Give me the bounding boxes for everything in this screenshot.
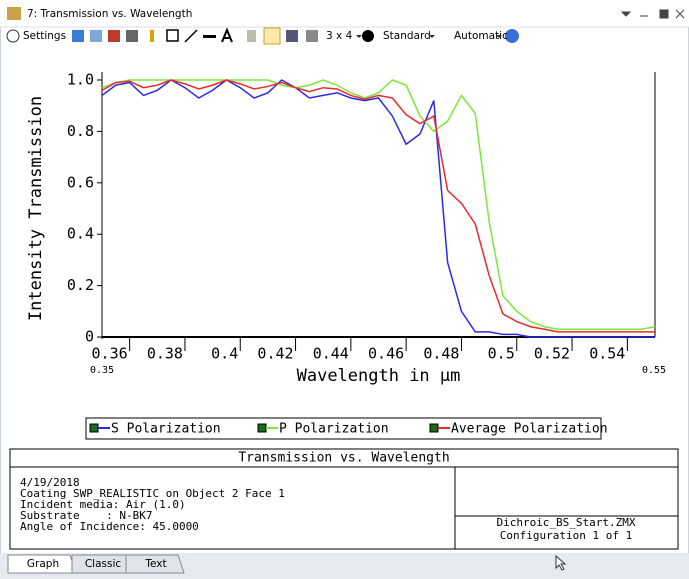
x-tick-label: 0.44 — [313, 345, 349, 363]
x-axis-label: Wavelength in µm — [297, 366, 461, 386]
settings-icon[interactable] — [6, 29, 20, 43]
style-dropdown[interactable]: Standard — [383, 30, 431, 42]
info-config: Configuration 1 of 1 — [500, 529, 632, 542]
info-line: Incident media: Air (1.0) — [20, 498, 186, 511]
window-controls[interactable] — [620, 9, 685, 19]
x-tick-label: 0.48 — [423, 345, 459, 363]
window-title: 7: Transmission vs. Wavelength — [27, 8, 192, 20]
info-file: Dichroic_BS_Start.ZMX — [496, 516, 635, 529]
cursor — [555, 554, 567, 571]
tab-label[interactable]: Classic — [85, 558, 122, 570]
toolbar-icons[interactable] — [72, 27, 519, 45]
x-max-label: 0.55 — [642, 365, 666, 376]
info-line: 4/19/2018 — [20, 476, 80, 489]
legend-label: Average Polarization — [451, 422, 608, 437]
y-axis-label: Intensity Transmission — [26, 96, 46, 321]
y-tick-label: 0 — [85, 328, 94, 346]
legend-marker — [429, 423, 439, 433]
x-tick-label: 0.38 — [147, 345, 183, 363]
x-min-label: 0.35 — [90, 365, 114, 376]
settings-button[interactable]: Settings — [23, 30, 66, 42]
legend-label: S Polarization — [111, 422, 221, 437]
info-line: Coating SWP_REALISTIC on Object 2 Face 1 — [20, 487, 285, 500]
info-box — [9, 448, 679, 550]
title-bar — [0, 0, 689, 27]
y-tick-label: 1.0 — [67, 71, 94, 89]
legend-label: P Polarization — [279, 422, 389, 437]
x-tick-label: 0.42 — [257, 345, 293, 363]
series-line — [101, 79, 656, 331]
x-tick-label: 0.46 — [368, 345, 404, 363]
legend-marker — [89, 423, 99, 433]
chart: 0 0.2 0.4 0.6 0.8 1.0 0.36 0.38 0.4 0.42 0.44 0.46 0… — [26, 71, 666, 387]
legend-box — [85, 417, 602, 440]
x-tick-label: 0.52 — [534, 345, 570, 363]
legend-marker — [257, 423, 267, 433]
layout-button[interactable]: 3 x 4 — [326, 30, 353, 42]
scale-dropdown[interactable]: Automatic — [454, 30, 508, 42]
series-line — [101, 79, 655, 338]
x-tick-label: 0.5 — [488, 345, 515, 363]
info-line: Substrate : N-BK7 — [20, 509, 152, 522]
tab[interactable] — [125, 554, 185, 574]
y-tick-label: 0.6 — [67, 173, 94, 191]
y-tick-label: 0.8 — [67, 122, 94, 140]
tab-label[interactable]: Text — [144, 558, 166, 570]
tab-label[interactable]: Graph — [27, 558, 59, 570]
info-line: Angle of Incidence: 45.0000 — [20, 520, 199, 533]
info-title: Transmission vs. Wavelength — [238, 451, 449, 466]
x-tick-label: 0.54 — [589, 345, 625, 363]
app-icon — [7, 7, 21, 20]
x-tick-label: 0.36 — [92, 345, 128, 363]
series-line — [101, 79, 655, 333]
y-tick-label: 0.4 — [67, 225, 94, 243]
y-tick-label: 0.2 — [67, 276, 94, 294]
x-tick-label: 0.4 — [211, 345, 238, 363]
